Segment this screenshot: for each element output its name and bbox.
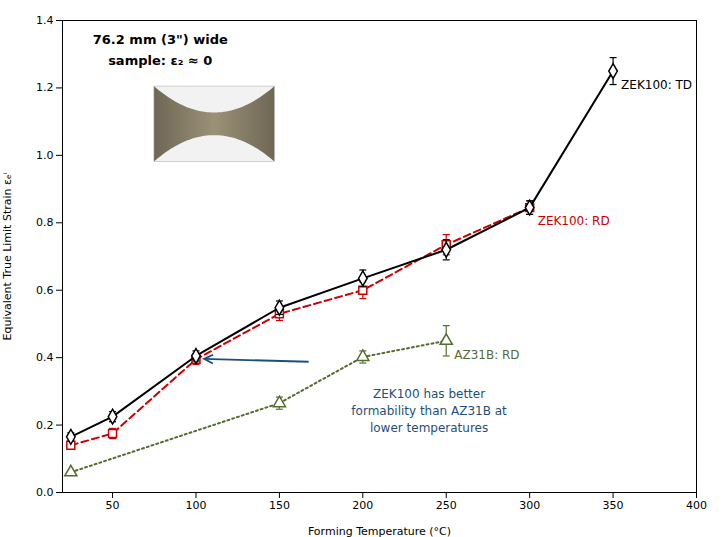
svg-text:ZEK100 has betterformability t: ZEK100 has betterformability than AZ31B … xyxy=(351,387,507,435)
svg-text:0.0: 0.0 xyxy=(36,486,54,499)
svg-text:150: 150 xyxy=(269,499,290,512)
svg-text:76.2 mm (3") wide: 76.2 mm (3") wide xyxy=(93,32,228,47)
svg-text:100: 100 xyxy=(185,499,206,512)
svg-text:0.4: 0.4 xyxy=(36,351,54,364)
svg-text:0.8: 0.8 xyxy=(36,216,54,229)
svg-text:Equivalent True Limit Strain ε: Equivalent True Limit Strain εₑⁱ xyxy=(1,172,14,340)
svg-text:200: 200 xyxy=(352,499,373,512)
svg-text:0.2: 0.2 xyxy=(36,419,54,432)
svg-text:AZ31B: RD: AZ31B: RD xyxy=(454,348,519,362)
svg-text:ZEK100: RD: ZEK100: RD xyxy=(538,214,610,228)
svg-text:ZEK100: TD: ZEK100: TD xyxy=(621,78,692,92)
svg-text:0.6: 0.6 xyxy=(36,284,54,297)
svg-text:350: 350 xyxy=(603,499,624,512)
svg-text:1.2: 1.2 xyxy=(36,81,54,94)
svg-text:300: 300 xyxy=(519,499,540,512)
svg-text:Forming Temperature (°C): Forming Temperature (°C) xyxy=(308,525,451,537)
svg-text:400: 400 xyxy=(686,499,707,512)
svg-text:250: 250 xyxy=(436,499,457,512)
svg-text:1.4: 1.4 xyxy=(36,14,54,27)
svg-text:50: 50 xyxy=(106,499,120,512)
svg-text:sample: ε₂ ≈ 0: sample: ε₂ ≈ 0 xyxy=(108,53,212,68)
svg-text:1.0: 1.0 xyxy=(36,149,54,162)
